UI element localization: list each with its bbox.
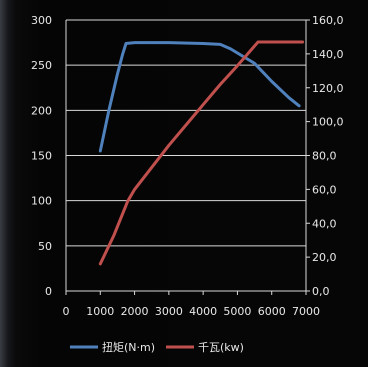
power-series-line — [98, 40, 305, 266]
y2-tick-label: 160,0 — [312, 14, 344, 27]
y2-tick-label: 20,0 — [312, 251, 337, 264]
legend-label-torque: 扭矩(N·m) — [102, 340, 155, 354]
y-tick-label: 100 — [31, 195, 52, 208]
torque-series-line — [98, 41, 301, 153]
x-tick-label: 1000 — [86, 305, 114, 318]
x-tick-label: 0 — [63, 305, 70, 318]
y-tick-label: 50 — [38, 240, 52, 253]
y2-tick-label: 120,0 — [312, 82, 344, 95]
legend-label-power: 千瓦(kw) — [198, 341, 244, 354]
y2-tick-label: 140,0 — [312, 48, 344, 61]
x-tick-label: 2000 — [121, 305, 149, 318]
x-tick-label: 7000 — [292, 305, 320, 318]
y-tick-label: 200 — [31, 104, 52, 117]
x-tick-label: 5000 — [223, 305, 251, 318]
y2-tick-label: 0,0 — [312, 285, 330, 298]
y-tick-label: 150 — [31, 150, 52, 163]
x-tick-label: 6000 — [258, 305, 286, 318]
y-tick-label: 250 — [31, 59, 52, 72]
y2-tick-label: 100,0 — [312, 116, 344, 129]
y-tick-label: 300 — [31, 14, 52, 27]
y2-tick-label: 40,0 — [312, 217, 337, 230]
y2-tick-label: 80,0 — [312, 150, 337, 163]
x-tick-label: 3000 — [155, 305, 183, 318]
y2-tick-label: 60,0 — [312, 183, 337, 196]
y-tick-label: 0 — [45, 285, 52, 298]
x-tick-label: 4000 — [189, 305, 217, 318]
